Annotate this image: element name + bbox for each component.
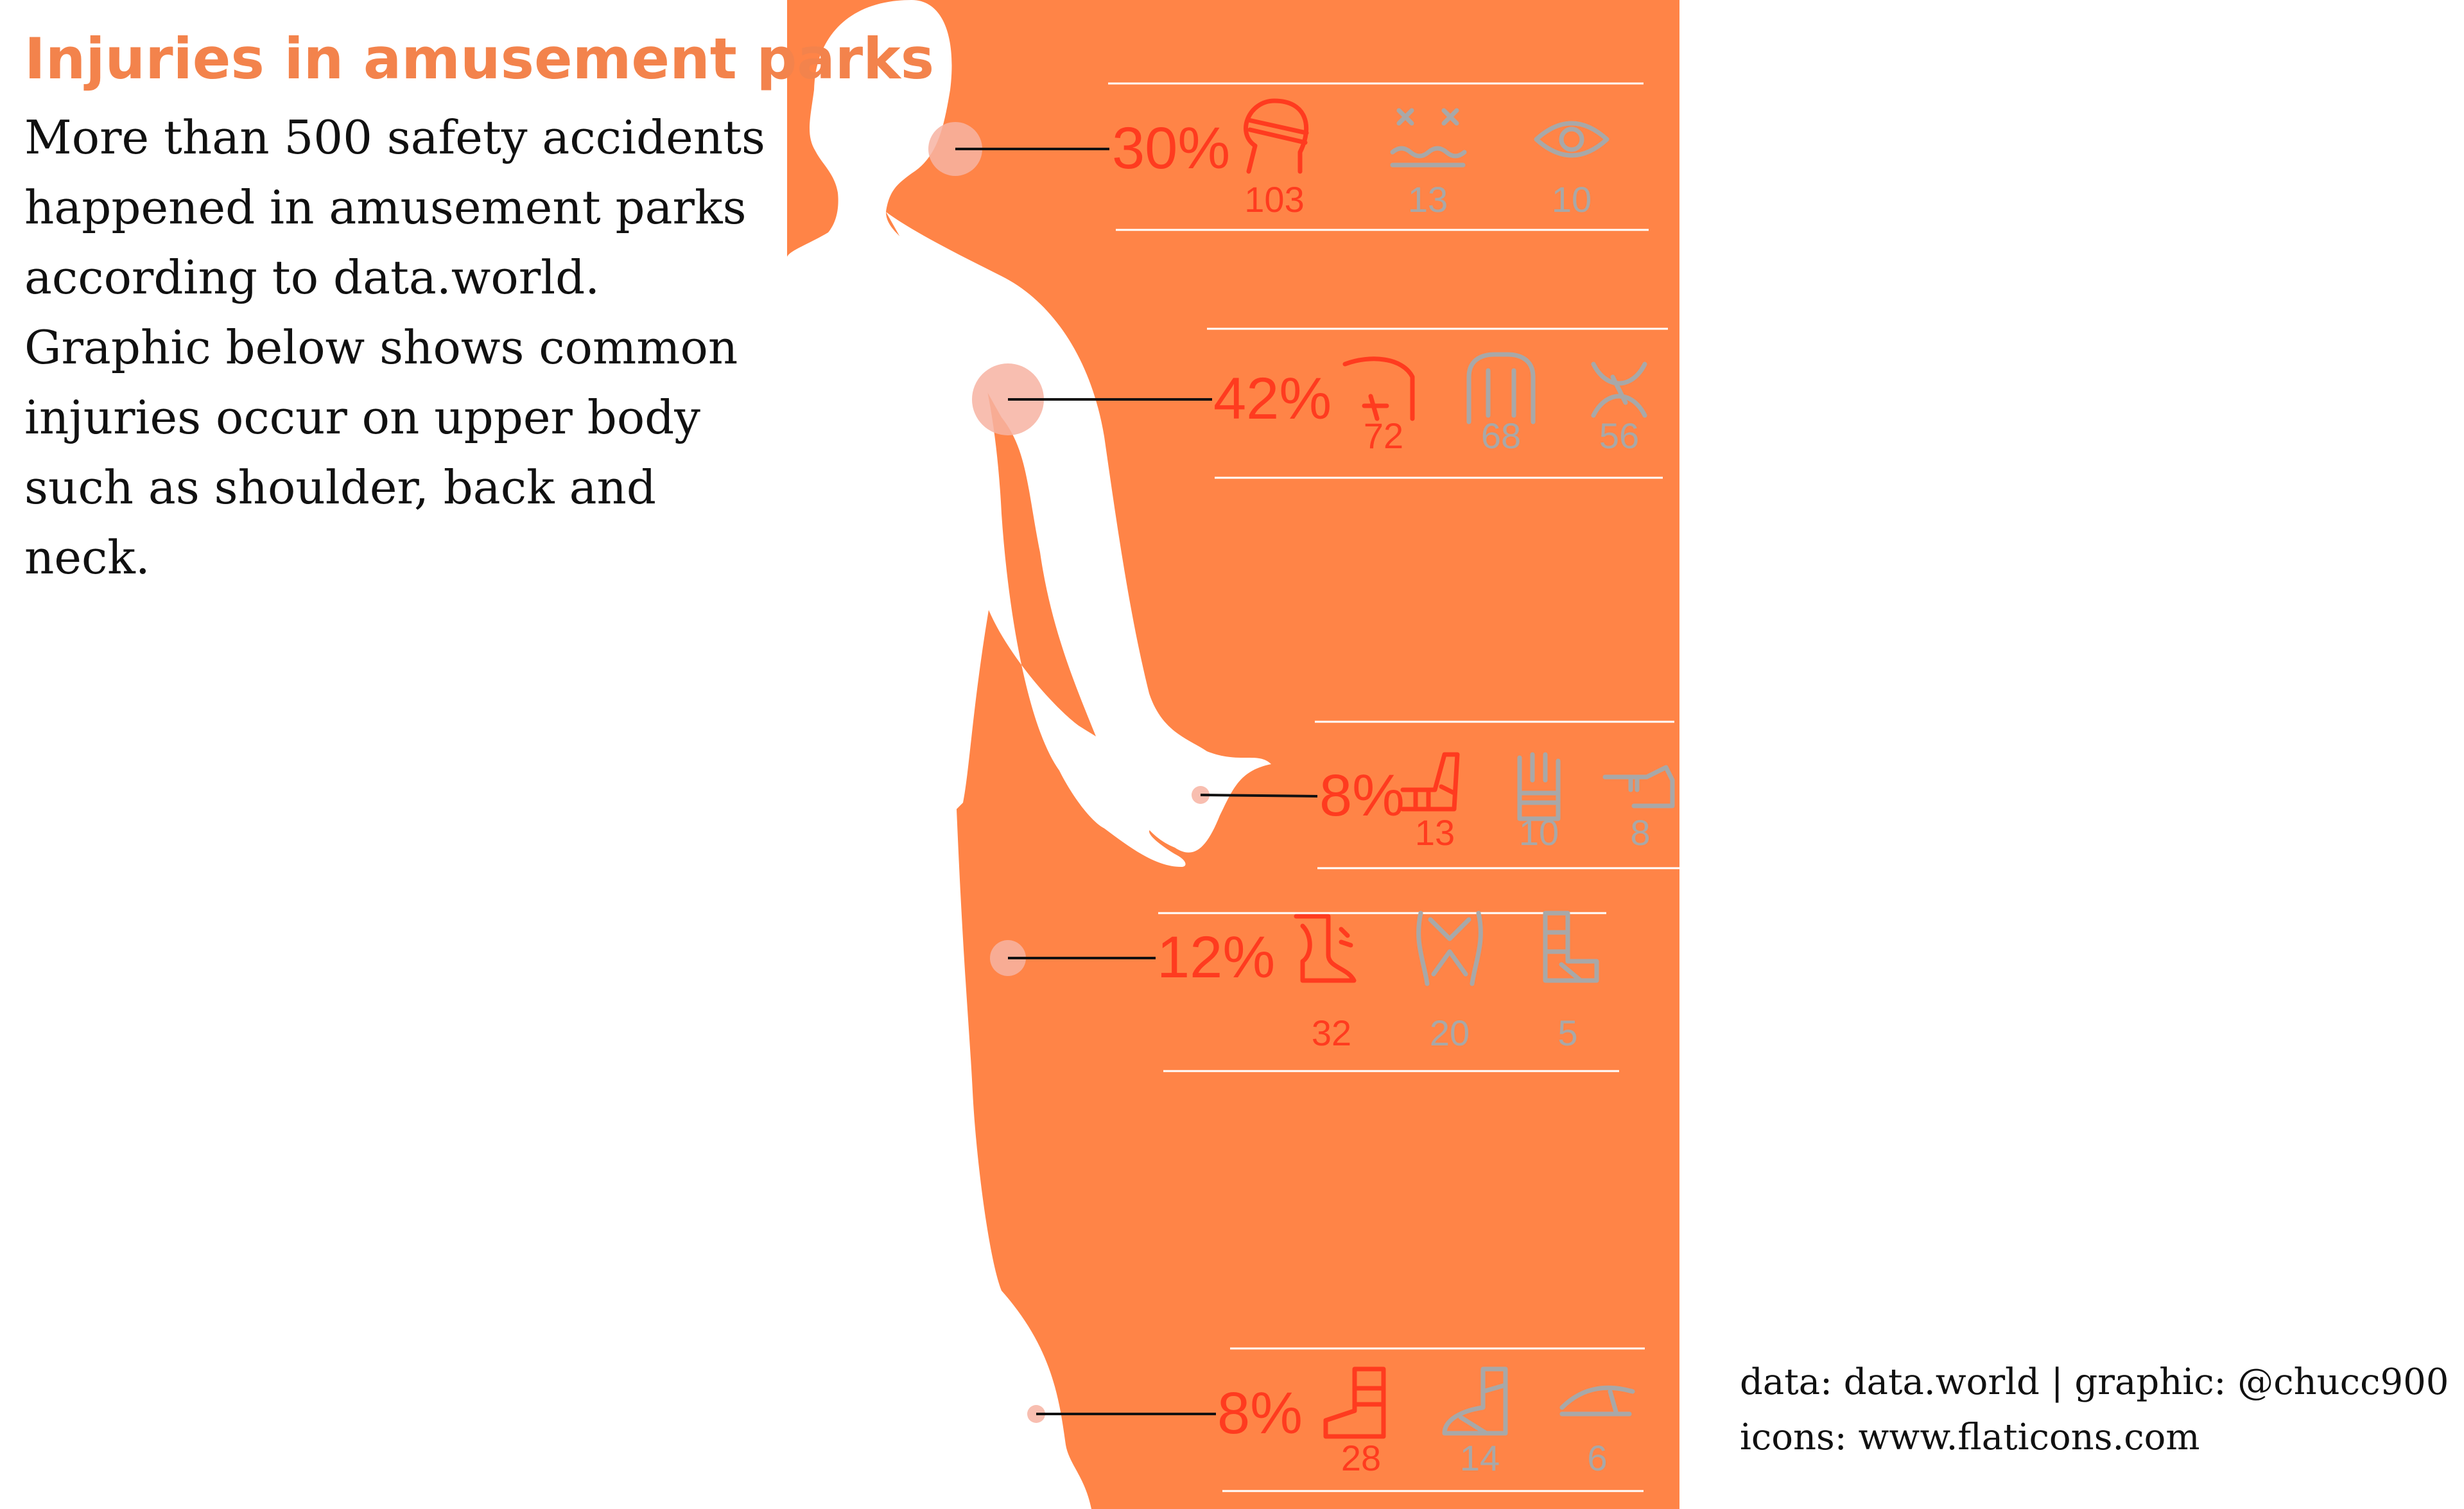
- count-label: 14: [1460, 1438, 1500, 1478]
- percent-label: 42%: [1213, 366, 1332, 432]
- count-label: 13: [1415, 812, 1455, 853]
- injury-group: 12% 32 20 5: [990, 911, 1619, 1072]
- body-right-arm: [886, 212, 1271, 853]
- knee-injury-icon: [1294, 914, 1357, 983]
- shoulder-injury-icon: [1342, 356, 1415, 421]
- credits: data: data.world | graphic: @chucc900 ic…: [1740, 1355, 2449, 1465]
- injury-group: 8%13 10 8: [1192, 720, 1679, 869]
- count-label: 72: [1364, 415, 1403, 456]
- count-label: 32: [1312, 1013, 1351, 1053]
- count-label: 103: [1244, 179, 1304, 220]
- injury-group: 30% 103 13 10: [928, 82, 1649, 231]
- count-label: 6: [1587, 1438, 1607, 1478]
- hand-bandage-icon: [1517, 752, 1561, 821]
- count-label: 8: [1630, 812, 1650, 853]
- count-label: 56: [1599, 415, 1639, 456]
- eye-icon: [1534, 121, 1609, 158]
- count-label: 20: [1430, 1013, 1470, 1053]
- percent-label: 30%: [1112, 116, 1230, 181]
- ankle-bandage-icon: [1442, 1366, 1508, 1436]
- back-torso-icon: [1466, 352, 1536, 424]
- count-label: 28: [1341, 1438, 1381, 1478]
- toe-bandage-icon: [1559, 1385, 1635, 1417]
- count-label: 13: [1408, 179, 1448, 220]
- leg-cast-icon: [1543, 911, 1599, 983]
- arm-cast-icon: [1400, 752, 1460, 812]
- head-bandage-icon: [1244, 98, 1309, 174]
- count-label: 68: [1481, 415, 1521, 456]
- count-label: 10: [1519, 812, 1559, 853]
- percent-label: 8%: [1217, 1381, 1303, 1446]
- injury-group: 8% 28 14 6: [1027, 1347, 1645, 1492]
- credits-icon-source: icons: www.flaticons.com: [1740, 1417, 2200, 1458]
- finger-bandage-icon: [1602, 765, 1675, 808]
- pelvis-icon: [1416, 911, 1483, 986]
- count-label: 5: [1557, 1013, 1577, 1053]
- page-subtitle: More than 500 safety accidents happened …: [24, 110, 765, 584]
- dizzy-face-icon: [1390, 108, 1467, 168]
- foot-cast-icon: [1323, 1366, 1386, 1439]
- neck-pain-icon: [1591, 362, 1647, 418]
- credits-data-source: data: data.world | graphic: @chucc900: [1740, 1361, 2449, 1403]
- page-title: Injuries in amusement parks: [24, 26, 935, 92]
- percent-label: 12%: [1157, 925, 1275, 990]
- leader-line: [1200, 794, 1318, 798]
- count-label: 10: [1552, 179, 1592, 220]
- injury-group: 42% 72 68 56: [972, 327, 1668, 479]
- body-silhouette: [787, 0, 1205, 1509]
- percent-label: 8%: [1319, 763, 1405, 828]
